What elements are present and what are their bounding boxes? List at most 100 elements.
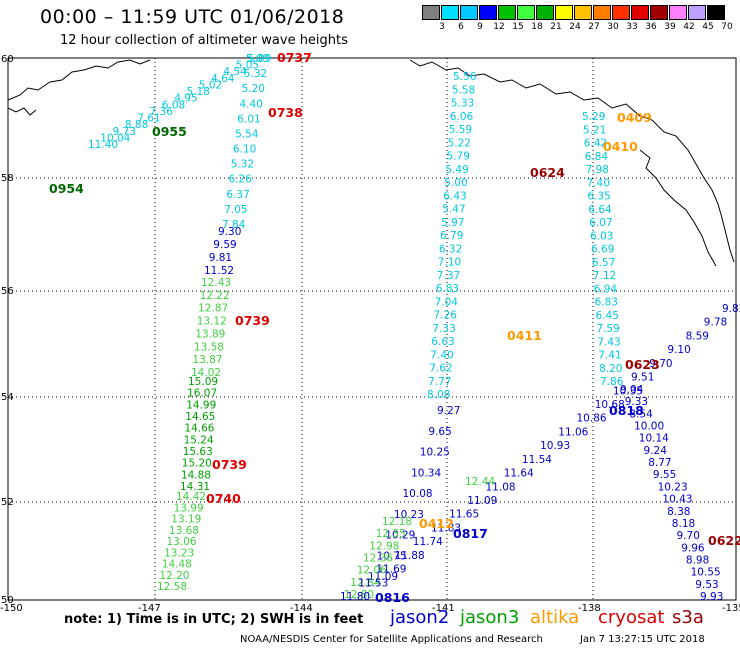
time-label: 0818 — [609, 403, 644, 418]
track-value: 7.10 — [438, 257, 461, 269]
track-value: 6.37 — [226, 189, 249, 201]
map-frame — [7, 57, 737, 601]
track-value: 13.58 — [194, 341, 224, 353]
track-value: 12.80 — [344, 589, 374, 601]
track-value: 5.00 — [444, 177, 467, 189]
track-value: 10.55 — [691, 567, 721, 579]
track-value: 12.20 — [159, 570, 189, 582]
track-value: 6.57 — [592, 257, 615, 269]
track-value: 7.12 — [593, 270, 616, 282]
track-value: 6.03 — [590, 230, 613, 242]
track-value: 8.18 — [672, 518, 695, 530]
time-label: 0624 — [530, 165, 565, 180]
track-value: 5.09 — [248, 53, 271, 65]
track-value: 6.83 — [436, 283, 459, 295]
track-value: 7.77 — [428, 376, 451, 388]
credit-text: NOAA/NESDIS Center for Satellite Applica… — [240, 634, 543, 645]
track-value: 7.40 — [430, 349, 453, 361]
panhandle-islands — [639, 149, 717, 267]
coastline — [7, 59, 735, 267]
track-value: 9.82 — [722, 303, 740, 315]
track-value: 14.31 — [180, 481, 210, 493]
track-value: 11.88 — [395, 550, 425, 562]
lat-label: 58 — [1, 173, 14, 184]
track-value: 11.74 — [413, 536, 443, 548]
track-value: 6.69 — [591, 244, 614, 256]
track-value: 5.54 — [235, 129, 259, 141]
track-value: 7.36 — [150, 106, 174, 118]
track-value: 5.22 — [448, 137, 471, 149]
track-value: 6.01 — [237, 113, 260, 125]
track-value: 5.58 — [452, 84, 475, 96]
lon-label: -144 — [290, 603, 313, 614]
track-value: 13.23 — [164, 547, 194, 559]
scale-swatch — [479, 5, 497, 20]
track-value: 9.81 — [209, 252, 232, 264]
track-value: 11.54 — [522, 454, 552, 466]
scale-label: 18 — [531, 22, 543, 32]
scale-label: 42 — [683, 22, 695, 32]
lat-labels: 50 52 54 56 58 60 — [1, 54, 14, 606]
scale-label: 30 — [607, 22, 619, 32]
legend-altika: altika — [530, 607, 580, 628]
track-value: 9.70 — [649, 358, 672, 370]
track-value: 14.42 — [176, 491, 206, 503]
track-value: 9.96 — [681, 542, 705, 554]
scale-label: 3 — [439, 22, 445, 32]
track-value: 10.29 — [385, 530, 415, 542]
track-value: 9.24 — [644, 445, 668, 457]
scale-label: 21 — [550, 22, 562, 32]
scale-swatch — [612, 5, 630, 20]
track-value: 10.14 — [639, 433, 669, 445]
track-value: 9.93 — [700, 591, 723, 603]
scale-swatch — [555, 5, 573, 20]
track-value: 6.43 — [443, 190, 466, 202]
scale-swatch — [441, 5, 459, 20]
track-value: 13.89 — [195, 328, 225, 340]
track-value: 9.59 — [213, 239, 236, 251]
track-value: 9.65 — [428, 426, 451, 438]
time-label: 0739 — [235, 313, 270, 328]
track-value: 5.97 — [441, 217, 464, 229]
track-value: 5.47 — [442, 204, 465, 216]
header-title: 00:00 – 11:59 UTC 01/06/2018 — [40, 6, 345, 28]
legend-s3a: s3a — [672, 607, 704, 628]
scale-label: 33 — [626, 22, 638, 32]
track-value: 7.84 — [222, 219, 246, 231]
track-value: 7.86 — [600, 376, 624, 388]
time-label: 0623 — [625, 357, 660, 372]
scale-swatch — [650, 5, 668, 20]
track-value: 6.42 — [584, 138, 607, 150]
scale-label: 12 — [493, 22, 505, 32]
track-value: 13.12 — [197, 316, 227, 328]
track-value: 5.59 — [449, 124, 472, 136]
track-value: 8.54 — [629, 408, 653, 420]
track-value: 13.87 — [192, 354, 222, 366]
track-value: 8.20 — [599, 363, 622, 375]
scale-swatch — [498, 5, 516, 20]
scale-label: 45 — [702, 22, 714, 32]
track-value: 6.83 — [595, 297, 618, 309]
track-value: 8.88 — [125, 119, 148, 131]
track-values: 5.095.054.544.645.025.184.956.087.367.61… — [88, 53, 740, 603]
track-value: 9.04 — [620, 384, 644, 396]
track-value: 5.32 — [231, 159, 254, 171]
scale-swatch — [460, 5, 478, 20]
lon-label: -138 — [578, 603, 601, 614]
scale-label: 9 — [477, 22, 483, 32]
track-value: 5.49 — [445, 164, 468, 176]
track-value: 9.27 — [437, 405, 460, 417]
legend-jason3: jason3 — [460, 607, 520, 628]
track-value: 11.09 — [368, 571, 398, 583]
lon-label: -147 — [138, 603, 161, 614]
alaska-coast-west — [7, 59, 151, 101]
lon-label: -150 — [0, 603, 23, 614]
track-value: 7.26 — [434, 310, 458, 322]
track-value: 13.99 — [174, 502, 204, 514]
track-value: 14.66 — [184, 423, 214, 435]
track-value: 12.44 — [465, 476, 495, 488]
track-value: 12.18 — [382, 516, 412, 528]
track-value: 6.10 — [233, 144, 256, 156]
time-label: 0817 — [453, 526, 488, 541]
track-value: 5.02 — [199, 80, 222, 92]
